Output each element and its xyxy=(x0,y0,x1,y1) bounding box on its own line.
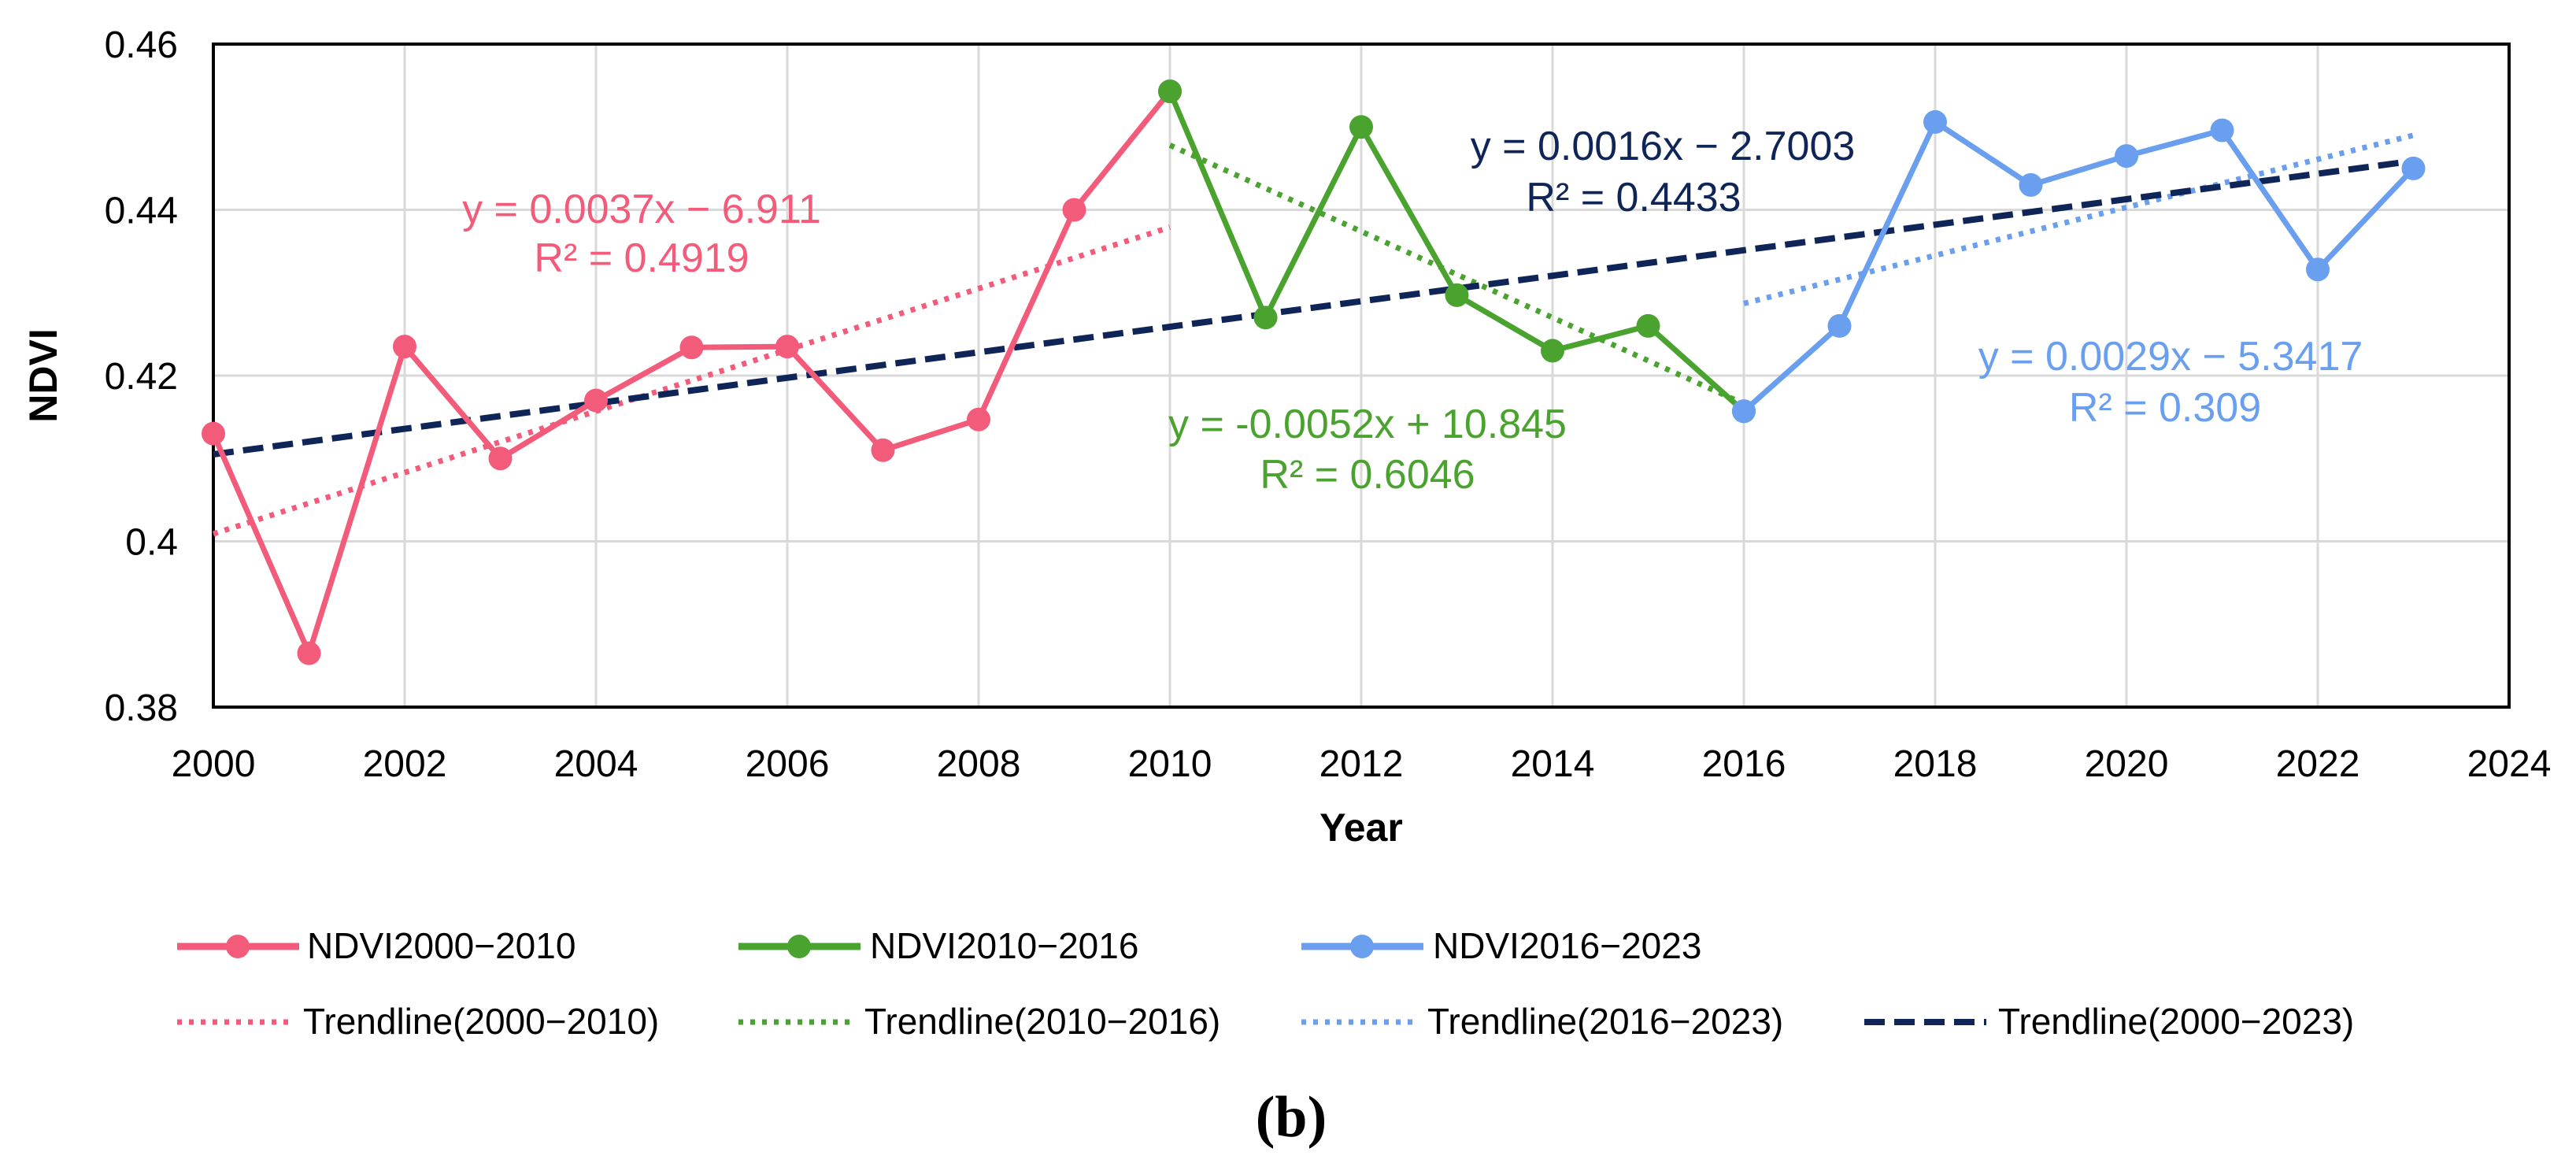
legend-item-trend-2016-2023: Trendline(2016−2023) xyxy=(1301,1001,1783,1042)
figure-caption: (b) xyxy=(1256,1085,1327,1150)
y-tick-label-0: 0.38 xyxy=(105,687,178,729)
y-tick-label-2: 0.42 xyxy=(105,356,178,398)
data-point-0-2006 xyxy=(775,335,799,359)
data-point-2-2016 xyxy=(1732,399,1756,424)
legend-marker-ndvi-2016-2023 xyxy=(1350,935,1374,958)
r2-2000-2023: R² = 0.4433 xyxy=(1526,175,1741,220)
x-tick-label-2014: 2014 xyxy=(1511,743,1595,785)
legend-label-ndvi-2000-2010: NDVI2000−2010 xyxy=(307,925,576,966)
r2-2016-2023: R² = 0.309 xyxy=(2069,385,2261,431)
legend: NDVI2000−2010 NDVI2010−2016 NDVI2016−202… xyxy=(177,925,2354,1042)
data-point-0-2003 xyxy=(488,446,513,471)
x-tick-label-2004: 2004 xyxy=(554,743,638,785)
legend-label-trend-2000-2010: Trendline(2000−2010) xyxy=(303,1001,659,1042)
data-point-2-2018 xyxy=(1923,109,1947,134)
data-point-2-2020 xyxy=(2115,144,2138,169)
data-point-1-2014 xyxy=(1541,339,1564,363)
trendline-0 xyxy=(212,224,1171,537)
y-tick-label-4: 0.46 xyxy=(105,24,178,66)
data-point-0-2007 xyxy=(871,438,895,462)
legend-marker-ndvi-2000-2010 xyxy=(226,935,250,958)
equation-2010-2016: y = -0.0052x + 10.845 xyxy=(1168,402,1567,447)
y-axis-title: NDVI xyxy=(21,328,65,422)
legend-label-ndvi-2010-2016: NDVI2010−2016 xyxy=(870,925,1138,966)
x-tick-label-2018: 2018 xyxy=(1893,743,1978,785)
data-point-2-2023 xyxy=(2401,156,2426,180)
data-point-2-2019 xyxy=(2019,172,2043,197)
data-point-0-2000 xyxy=(202,421,225,446)
legend-item-ndvi-2010-2016: NDVI2010−2016 xyxy=(738,925,1138,966)
trendlines xyxy=(212,132,2415,537)
x-tick-label-2008: 2008 xyxy=(937,743,1021,785)
legend-label-ndvi-2016-2023: NDVI2016−2023 xyxy=(1433,925,1701,966)
data-point-2-2021 xyxy=(2210,118,2234,143)
legend-marker-ndvi-2010-2016 xyxy=(787,935,811,958)
data-point-0-2005 xyxy=(679,335,704,360)
x-tick-label-2024: 2024 xyxy=(2467,743,2552,785)
x-tick-label-2012: 2012 xyxy=(1319,743,1404,785)
data-point-0-2002 xyxy=(393,335,416,359)
legend-item-ndvi-2016-2023: NDVI2016−2023 xyxy=(1301,925,1701,966)
x-tick-label-2010: 2010 xyxy=(1128,743,1212,785)
legend-item-ndvi-2000-2010: NDVI2000−2010 xyxy=(177,925,576,966)
legend-item-trend-2000-2023: Trendline(2000−2023) xyxy=(1864,1001,2354,1042)
x-tick-label-2002: 2002 xyxy=(363,743,447,785)
r2-2000-2010: R² = 0.4919 xyxy=(534,235,749,281)
x-tick-label-2000: 2000 xyxy=(172,743,256,785)
plot-area-frame xyxy=(212,43,2511,709)
data-point-1-2015 xyxy=(1636,313,1660,338)
data-point-1-2010 xyxy=(1158,79,1182,103)
series-line-2 xyxy=(1741,119,2416,413)
axis-ticks: 2000 2002 2004 2006 2008 2010 2012 2014 2016 2018… xyxy=(105,24,2552,785)
legend-label-trend-2010-2016: Trendline(2010−2016) xyxy=(864,1001,1220,1042)
equation-2000-2010: y = 0.0037x − 6.911 xyxy=(462,187,821,232)
series-line-0 xyxy=(210,89,1172,657)
data-series xyxy=(202,79,2426,665)
data-point-2-2022 xyxy=(2306,257,2330,282)
legend-item-trend-2000-2010: Trendline(2000−2010) xyxy=(177,1001,659,1042)
trendline-3 xyxy=(213,157,2415,457)
legend-label-trend-2016-2023: Trendline(2016−2023) xyxy=(1427,1001,1783,1042)
equation-2016-2023: y = 0.0029x − 5.3417 xyxy=(1978,334,2363,380)
data-point-2-2017 xyxy=(1827,313,1852,338)
equation-2000-2023: y = 0.0016x − 2.7003 xyxy=(1471,124,1856,169)
x-tick-label-2022: 2022 xyxy=(2276,743,2360,785)
x-tick-label-2006: 2006 xyxy=(746,743,830,785)
data-point-1-2011 xyxy=(1253,306,1278,330)
data-point-1-2013 xyxy=(1445,283,1469,307)
trendline-2 xyxy=(1743,132,2415,306)
x-axis-title: Year xyxy=(1319,806,1403,850)
x-tick-label-2020: 2020 xyxy=(2085,743,2169,785)
data-point-0-2004 xyxy=(584,388,608,413)
data-point-1-2012 xyxy=(1349,115,1373,139)
data-point-0-2009 xyxy=(1062,198,1086,222)
y-tick-label-3: 0.44 xyxy=(105,191,178,232)
data-point-0-2001 xyxy=(297,641,321,665)
r2-2010-2016: R² = 0.6046 xyxy=(1260,452,1475,498)
data-point-0-2008 xyxy=(967,407,990,431)
y-tick-label-1: 0.4 xyxy=(125,522,178,564)
x-tick-label-2016: 2016 xyxy=(1702,743,1786,785)
legend-label-trend-2000-2023: Trendline(2000−2023) xyxy=(1998,1001,2354,1042)
legend-item-trend-2010-2016: Trendline(2010−2016) xyxy=(738,1001,1220,1042)
